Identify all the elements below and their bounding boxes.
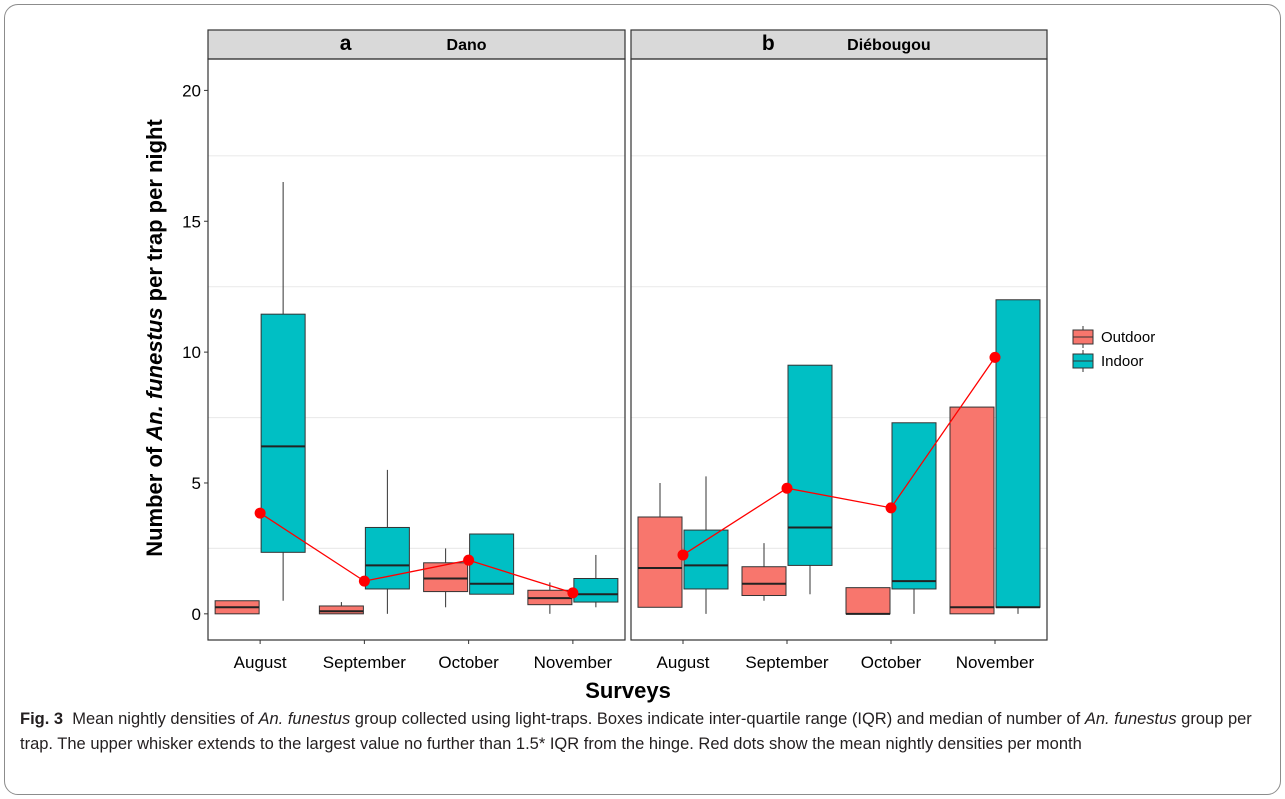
legend-label: Indoor xyxy=(1101,353,1144,370)
panel-letter: b xyxy=(762,32,775,55)
box-body xyxy=(637,516,683,608)
mean-point xyxy=(781,482,793,494)
mean-point xyxy=(254,507,266,519)
box-september-indoor xyxy=(364,469,410,614)
box-body xyxy=(573,577,619,603)
box-body xyxy=(949,406,995,615)
y-tick-label: 0 xyxy=(192,605,201,624)
mean-point xyxy=(463,554,475,566)
mean-line xyxy=(682,356,996,556)
box-august-outdoor xyxy=(637,482,683,608)
legend-item-indoor: Indoor xyxy=(1072,350,1144,372)
box-september-outdoor xyxy=(741,543,787,601)
panel-b: b Diébougou August September October November xyxy=(630,29,1048,672)
caption-italic-text: An. funestus xyxy=(258,710,351,728)
y-axis-title-italic: An. funestus xyxy=(142,307,167,441)
panel-site-label: Diébougou xyxy=(847,37,931,54)
box-august-outdoor xyxy=(214,600,260,615)
box-october-indoor xyxy=(469,533,515,595)
box-august-indoor xyxy=(260,182,306,601)
caption-label: Fig. 3 xyxy=(20,710,64,728)
box-november-outdoor xyxy=(949,406,995,615)
x-tick-label: October xyxy=(861,653,922,672)
box-body xyxy=(891,422,937,590)
legend-item-outdoor: Outdoor xyxy=(1072,326,1155,348)
box-september-indoor xyxy=(787,364,833,595)
x-tick-label: August xyxy=(657,653,710,672)
box-plot-figure: a Dano August September October November b Diéb… xyxy=(142,29,1155,703)
y-tick-label: 10 xyxy=(182,343,201,362)
mean-point xyxy=(567,587,579,599)
panel-letter: a xyxy=(340,32,352,55)
x-tick-label: October xyxy=(438,653,499,672)
mean-point xyxy=(677,549,689,561)
facet-strip xyxy=(630,29,1048,60)
box-body xyxy=(845,587,891,615)
mean-line xyxy=(259,512,574,594)
box-november-indoor xyxy=(995,299,1041,614)
box-october-outdoor xyxy=(845,587,891,615)
panel-border xyxy=(630,58,1048,641)
mean-point xyxy=(885,502,897,514)
mean-point xyxy=(989,351,1001,363)
caption-text-part: group per trap. The upper whisker extend… xyxy=(20,710,1252,753)
figure-caption: Fig. 3 Mean nightly densities of An. fun… xyxy=(20,707,1270,757)
x-tick-label: August xyxy=(234,653,287,672)
y-axis-title-suffix: per trap per night xyxy=(142,119,167,308)
box-body xyxy=(364,526,410,590)
box-body xyxy=(995,299,1041,608)
box-october-indoor xyxy=(891,422,937,614)
x-tick-label: November xyxy=(534,653,613,672)
y-tick-label: 5 xyxy=(192,474,201,493)
box-november-outdoor xyxy=(527,582,573,614)
x-tick-label: September xyxy=(323,653,406,672)
caption-italic-text: An. funestus xyxy=(1084,710,1177,728)
mean-point xyxy=(358,575,370,587)
panel-border xyxy=(207,58,626,641)
x-axis-title: Surveys xyxy=(585,678,671,703)
caption-text-part: Mean nightly densities of xyxy=(72,710,259,728)
box-body xyxy=(260,313,306,553)
caption-text-part: group collected using light-traps. Boxes… xyxy=(350,710,1085,728)
legend: Outdoor Indoor xyxy=(1072,326,1155,372)
box-body xyxy=(318,605,364,615)
box-september-outdoor xyxy=(318,602,364,615)
y-tick-label: 20 xyxy=(182,81,201,100)
caption-text: Mean nightly densities of An. funestus g… xyxy=(20,710,1252,753)
box-body xyxy=(741,566,787,597)
figure-frame xyxy=(4,4,1281,795)
box-body xyxy=(469,533,515,595)
y-axis-title-prefix: Number of xyxy=(142,441,167,557)
box-body xyxy=(423,562,469,593)
x-tick-label: November xyxy=(956,653,1035,672)
y-axis-title: Number of An. funestus per trap per nigh… xyxy=(142,119,167,557)
legend-label: Outdoor xyxy=(1101,329,1155,346)
x-tick-label: September xyxy=(745,653,828,672)
panel-a: a Dano August September October November xyxy=(207,29,626,672)
box-body xyxy=(683,529,729,590)
y-tick-label: 15 xyxy=(182,212,201,231)
box-body xyxy=(787,364,833,566)
facet-strip xyxy=(207,29,626,60)
panel-site-label: Dano xyxy=(447,37,487,54)
